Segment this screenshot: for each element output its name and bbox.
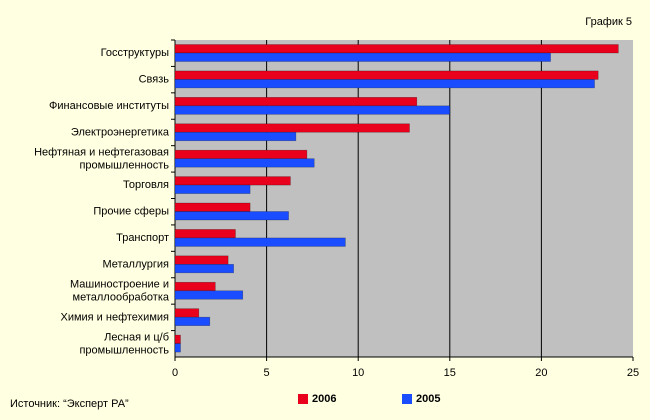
bar (174, 44, 619, 54)
bar (174, 202, 251, 212)
bar (174, 105, 451, 115)
y-tick-label: Прочие сферы (93, 206, 169, 218)
y-tick-label: Химия и нефтехимия (60, 311, 169, 323)
bar (174, 184, 251, 194)
y-tick-label: Металлургия (102, 258, 169, 270)
legend-swatch (298, 394, 308, 404)
plot-area (175, 40, 633, 357)
bar (174, 316, 211, 326)
y-tick-label: Лесная и ц/б промышленность (79, 331, 169, 356)
bar (174, 123, 410, 133)
bar (174, 290, 244, 300)
x-tick-label: 10 (352, 367, 364, 379)
x-tick-label: 15 (444, 367, 456, 379)
bar (174, 229, 236, 239)
bar (174, 334, 181, 344)
bar (174, 52, 551, 62)
x-tick-label: 5 (264, 367, 270, 379)
legend-label: 2005 (416, 393, 440, 405)
y-tick-label: Машиностроение и металлообработка (70, 278, 170, 303)
chart-subtitle: График 5 (585, 16, 632, 28)
x-tick-label: 20 (535, 367, 547, 379)
y-tick-label: Торговля (123, 179, 169, 191)
x-tick-label: 25 (627, 367, 639, 379)
y-tick-label: Нефтяная и нефтегазовая промышленность (34, 146, 169, 171)
y-tick-label: Госструктуры (101, 47, 169, 59)
bar (174, 211, 289, 221)
bar (174, 158, 315, 168)
bar (174, 237, 346, 247)
bar (174, 343, 181, 353)
y-tick-label: Электроэнергетика (71, 126, 170, 138)
bar (174, 70, 599, 80)
bar (174, 281, 216, 292)
x-tick-label: 0 (172, 367, 178, 379)
legend-swatch (402, 394, 412, 404)
bar (174, 149, 308, 159)
bar (174, 255, 229, 265)
bar (174, 79, 595, 89)
y-tick-label: Транспорт (116, 232, 169, 244)
bar (174, 97, 418, 107)
bar (174, 176, 291, 186)
bar (174, 308, 200, 318)
source-note: Источник: “Эксперт РА” (10, 398, 129, 410)
bar (174, 131, 297, 142)
y-tick-label: Связь (139, 74, 170, 86)
legend-label: 2006 (312, 393, 336, 405)
bar (174, 264, 234, 274)
y-tick-label: Финансовые институты (49, 100, 169, 112)
